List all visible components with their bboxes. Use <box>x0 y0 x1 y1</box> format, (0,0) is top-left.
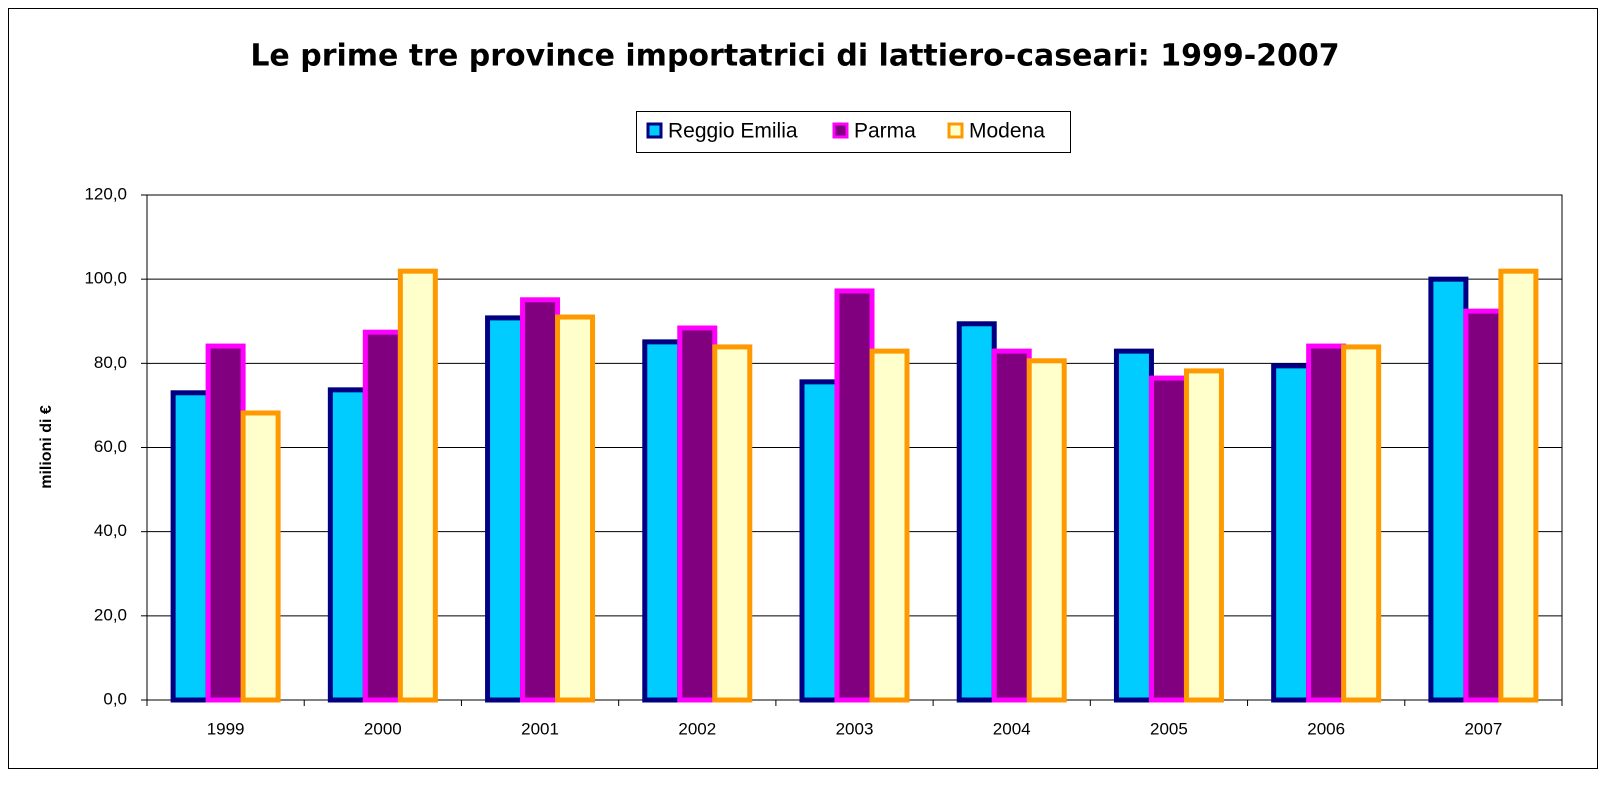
y-axis-label: milioni di € <box>38 405 55 489</box>
bar <box>712 344 753 703</box>
y-tick-label: 60,0 <box>94 437 127 456</box>
legend-swatch <box>947 122 964 139</box>
bar <box>799 379 840 703</box>
bar <box>485 315 526 703</box>
bar <box>677 325 718 703</box>
bar <box>362 329 403 703</box>
x-tick-label: 2004 <box>993 719 1031 738</box>
x-tick-label: 2005 <box>1150 719 1188 738</box>
bar <box>1183 368 1224 703</box>
bar <box>642 339 683 703</box>
bar <box>1428 276 1469 703</box>
y-tick-label: 40,0 <box>94 521 127 540</box>
bar <box>991 348 1032 703</box>
bar <box>1113 348 1154 703</box>
bar <box>1498 268 1539 703</box>
legend-swatch <box>646 122 663 139</box>
legend-box <box>636 111 1071 153</box>
bar <box>956 321 997 703</box>
bar <box>869 348 910 703</box>
bar <box>397 268 438 703</box>
bar <box>240 410 281 703</box>
bar <box>520 297 561 703</box>
bar <box>1341 344 1382 703</box>
bar <box>1271 363 1312 703</box>
y-tick-label: 100,0 <box>84 269 127 288</box>
legend-swatch <box>832 122 849 139</box>
bar <box>170 390 211 703</box>
chart-title: Le prime tre province importatrici di la… <box>250 39 1339 74</box>
bar <box>1148 375 1189 703</box>
x-tick-label: 2002 <box>678 719 716 738</box>
legend-label: Modena <box>969 120 1045 143</box>
bar <box>555 314 596 703</box>
x-tick-label: 2006 <box>1307 719 1345 738</box>
x-tick-label: 2000 <box>364 719 402 738</box>
y-tick-label: 0,0 <box>103 689 127 708</box>
y-tick-label: 120,0 <box>84 184 127 203</box>
legend-label: Parma <box>854 120 916 143</box>
bar <box>834 288 875 703</box>
bar <box>327 387 368 703</box>
x-tick-label: 2007 <box>1464 719 1502 738</box>
x-tick-label: 2003 <box>836 719 874 738</box>
legend-label: Reggio Emilia <box>668 120 798 143</box>
x-tick-label: 1999 <box>207 719 245 738</box>
y-tick-label: 20,0 <box>94 605 127 624</box>
bar <box>1463 308 1504 703</box>
y-tick-label: 80,0 <box>94 353 127 372</box>
x-tick-label: 2001 <box>521 719 559 738</box>
bar <box>1026 358 1067 703</box>
bar <box>1306 343 1347 703</box>
bar <box>205 343 246 703</box>
